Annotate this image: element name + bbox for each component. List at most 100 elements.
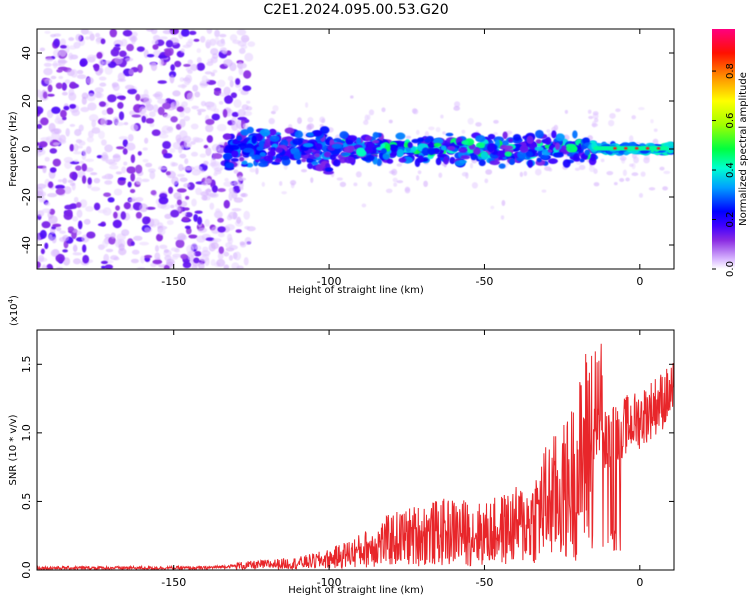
heatmap-cell [112,83,120,92]
heatmap-cell [64,204,74,210]
heatmap-cell [129,110,136,116]
heatmap-cell [131,114,141,118]
heatmap-cell [150,62,158,72]
heatmap-cell [615,108,621,113]
heatmap-cell [440,114,444,119]
heatmap-cell [631,115,636,120]
heatmap-cell [164,213,172,220]
heatmap-cell [200,100,207,107]
heatmap-cell [196,108,207,113]
heatmap-cell [364,114,369,122]
heatmap-cell [634,147,639,150]
heatmap-cell [307,162,314,170]
snr-chart: -150 -100 -50 0 0.0 0.5 1.0 1.5 Height of stra… [7,295,675,596]
heatmap-cell [196,235,206,243]
heatmap-cell [180,200,188,208]
snr-y-tick-label: 1.5 [20,356,33,374]
heatmap-cell [42,165,47,174]
heatmap-cell [41,208,52,214]
heatmap-cell [39,229,47,239]
heatmap-cell [59,38,67,47]
heatmap-cell [652,138,659,145]
heatmap-cell [534,146,544,152]
heatmap-cell [552,151,564,158]
heatmap-cell [183,183,191,188]
heatmap-cell [534,168,542,176]
heatmap-cell [152,44,159,50]
heatmap-cell [72,244,78,253]
heatmap-cell [228,144,240,151]
heatmap-cell [478,159,486,167]
heatmap-cell [73,196,79,203]
heatmap-cell [62,234,70,242]
heatmap-x-tick-label: -100 [317,275,342,288]
heatmap-cell [432,137,444,145]
heatmap-cell [659,166,665,171]
heatmap-cell [405,135,412,139]
heatmap-x-tick-label: 0 [636,275,643,288]
heatmap-cell [187,59,193,65]
heatmap-cell [490,205,495,210]
heatmap-cell [205,118,215,125]
heatmap-cell [64,79,71,84]
heatmap-cell [217,252,224,260]
heatmap-cell [56,226,62,232]
heatmap-cell [60,109,67,118]
heatmap-cell [113,211,118,219]
heatmap-cell [137,151,142,156]
heatmap-cell [613,181,618,186]
heatmap-cell [206,61,214,66]
heatmap-cell [139,241,150,246]
heatmap-cell [217,232,225,238]
heatmap-cell [162,140,171,150]
heatmap-cell [428,126,435,131]
heatmap-cell [198,262,205,269]
heatmap-cell [127,88,137,95]
heatmap-cell [183,139,191,149]
heatmap-cell [526,135,534,144]
heatmap-cell [72,258,82,265]
heatmap-cell [115,171,123,175]
heatmap-cell [69,123,76,127]
heatmap-cell [93,177,101,184]
heatmap-cell [190,123,199,130]
heatmap-cell [165,258,175,267]
heatmap-cell [193,213,199,222]
heatmap-cell [85,146,92,155]
heatmap-cell [51,236,57,244]
heatmap-cell [47,192,58,198]
heatmap-cell [175,239,185,249]
heatmap-cell [73,158,79,163]
heatmap-cell [104,233,112,239]
heatmap-cell [564,109,569,114]
heatmap-cell [88,130,94,139]
heatmap-cell [55,184,65,190]
heatmap-cell [645,147,650,150]
heatmap-cell [310,177,314,183]
heatmap-cell [95,38,101,45]
heatmap-cell [183,115,191,122]
heatmap-cell [146,104,154,111]
heatmap-cell [59,230,66,234]
heatmap-cell [101,139,107,146]
heatmap-cell [52,158,61,167]
heatmap-cell [192,136,200,143]
heatmap-cell [169,74,175,84]
heatmap-cell [237,108,246,117]
heatmap-cell [122,29,133,37]
heatmap-cell [392,177,398,183]
heatmap-cell [339,181,347,188]
heatmap-cell [97,223,106,227]
heatmap-cell [391,168,398,176]
heatmap-cell [145,206,156,210]
heatmap-cell [212,152,223,160]
heatmap-cell [225,162,235,169]
heatmap-cell [85,206,94,212]
heatmap-cell [485,169,493,175]
heatmap-cell [600,158,605,163]
heatmap-cell [86,136,94,143]
heatmap-cell [149,111,156,118]
heatmap-cell [663,170,671,175]
snr-x-ticks: -150 -100 -50 0 [161,330,643,589]
heatmap-cell [608,119,615,127]
